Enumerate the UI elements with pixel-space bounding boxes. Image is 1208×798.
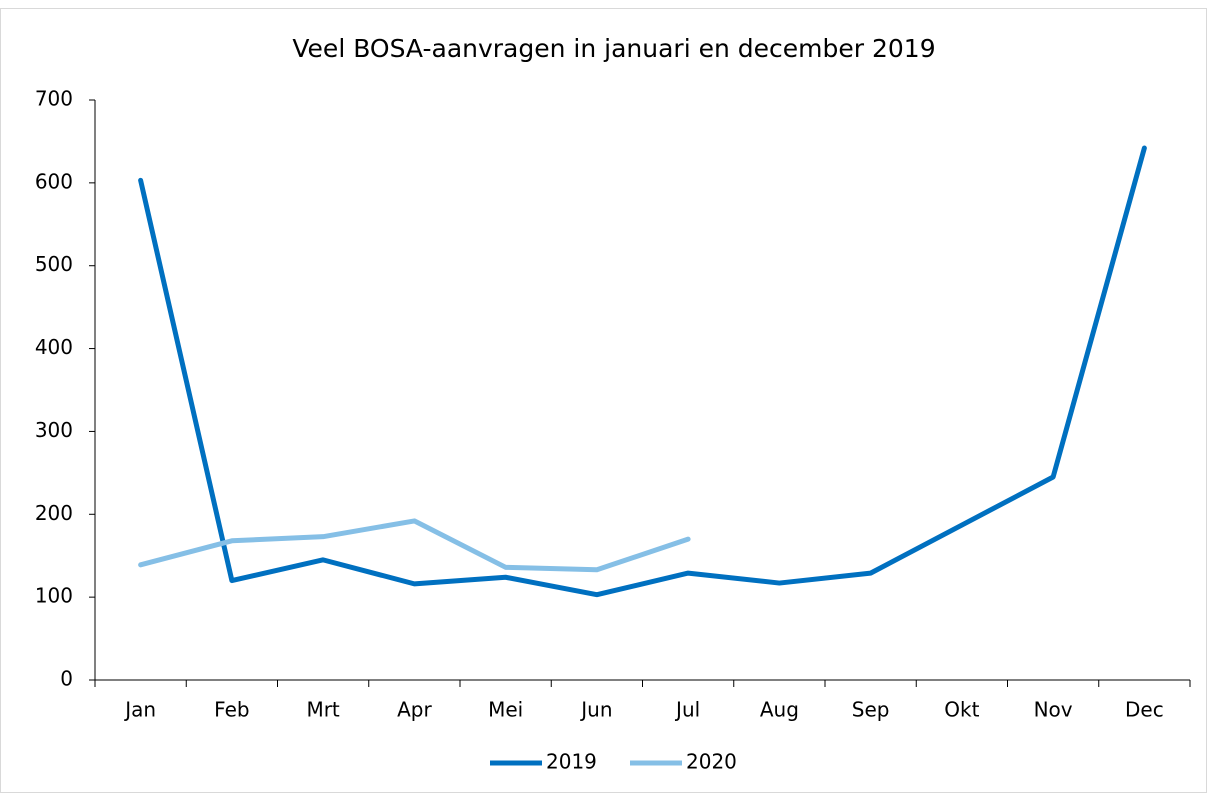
x-tick-label: Jan <box>123 698 156 722</box>
x-tick-label: Jul <box>674 698 700 722</box>
y-tick-label: 500 <box>35 252 73 276</box>
series-line <box>138 145 1147 598</box>
x-tick-label: Aug <box>760 698 799 722</box>
x-tick-label: Okt <box>944 698 979 722</box>
x-tick-label: Dec <box>1125 698 1164 722</box>
x-tick-label: Jun <box>579 698 612 722</box>
y-tick-label: 400 <box>35 335 73 359</box>
legend-label: 2019 <box>546 750 597 774</box>
x-tick-label: Nov <box>1034 698 1073 722</box>
chart-border <box>0 8 1207 793</box>
y-tick-label: 200 <box>35 501 73 525</box>
series-line <box>138 518 691 573</box>
x-tick-label: Mei <box>488 698 523 722</box>
y-tick-label: 700 <box>35 87 73 111</box>
chart-title: Veel BOSA-aanvragen in januari en decemb… <box>292 34 935 63</box>
x-tick-label: Apr <box>397 698 432 722</box>
y-tick-label: 300 <box>35 418 73 442</box>
legend-label: 2020 <box>686 750 737 774</box>
y-tick-label: 100 <box>35 584 73 608</box>
x-tick-label: Mrt <box>306 698 339 722</box>
y-tick-label: 600 <box>35 169 73 193</box>
x-tick-label: Sep <box>852 698 890 722</box>
x-tick-label: Feb <box>214 698 249 722</box>
y-tick-label: 0 <box>60 667 73 691</box>
